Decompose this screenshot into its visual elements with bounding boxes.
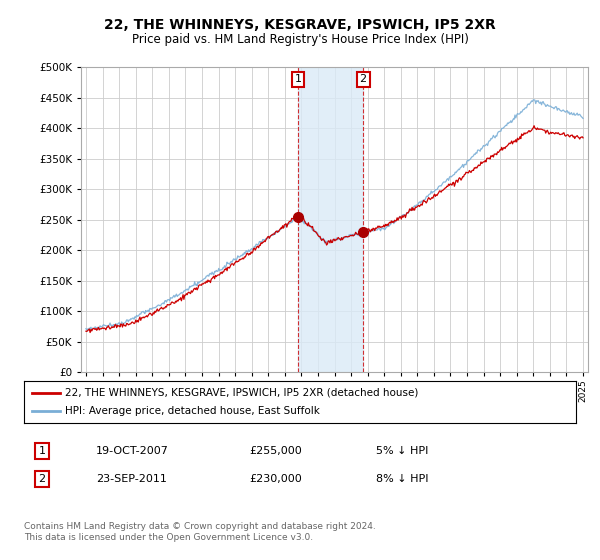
Bar	[298, 67, 363, 372]
Text: 1: 1	[295, 74, 302, 85]
Text: 2: 2	[359, 74, 367, 85]
Text: Contains HM Land Registry data © Crown copyright and database right 2024.
This d: Contains HM Land Registry data © Crown c…	[24, 521, 376, 543]
Text: 19-OCT-2007: 19-OCT-2007	[95, 446, 169, 456]
Text: 22, THE WHINNEYS, KESGRAVE, IPSWICH, IP5 2XR: 22, THE WHINNEYS, KESGRAVE, IPSWICH, IP5…	[104, 18, 496, 32]
Text: 23-SEP-2011: 23-SEP-2011	[97, 474, 167, 484]
Text: 22, THE WHINNEYS, KESGRAVE, IPSWICH, IP5 2XR (detached house): 22, THE WHINNEYS, KESGRAVE, IPSWICH, IP5…	[65, 388, 419, 398]
Text: £255,000: £255,000	[250, 446, 302, 456]
Text: 1: 1	[38, 446, 46, 456]
Text: £230,000: £230,000	[250, 474, 302, 484]
Text: 5% ↓ HPI: 5% ↓ HPI	[376, 446, 428, 456]
Text: Price paid vs. HM Land Registry's House Price Index (HPI): Price paid vs. HM Land Registry's House …	[131, 32, 469, 46]
Text: HPI: Average price, detached house, East Suffolk: HPI: Average price, detached house, East…	[65, 406, 320, 416]
Text: 8% ↓ HPI: 8% ↓ HPI	[376, 474, 428, 484]
Text: 2: 2	[38, 474, 46, 484]
